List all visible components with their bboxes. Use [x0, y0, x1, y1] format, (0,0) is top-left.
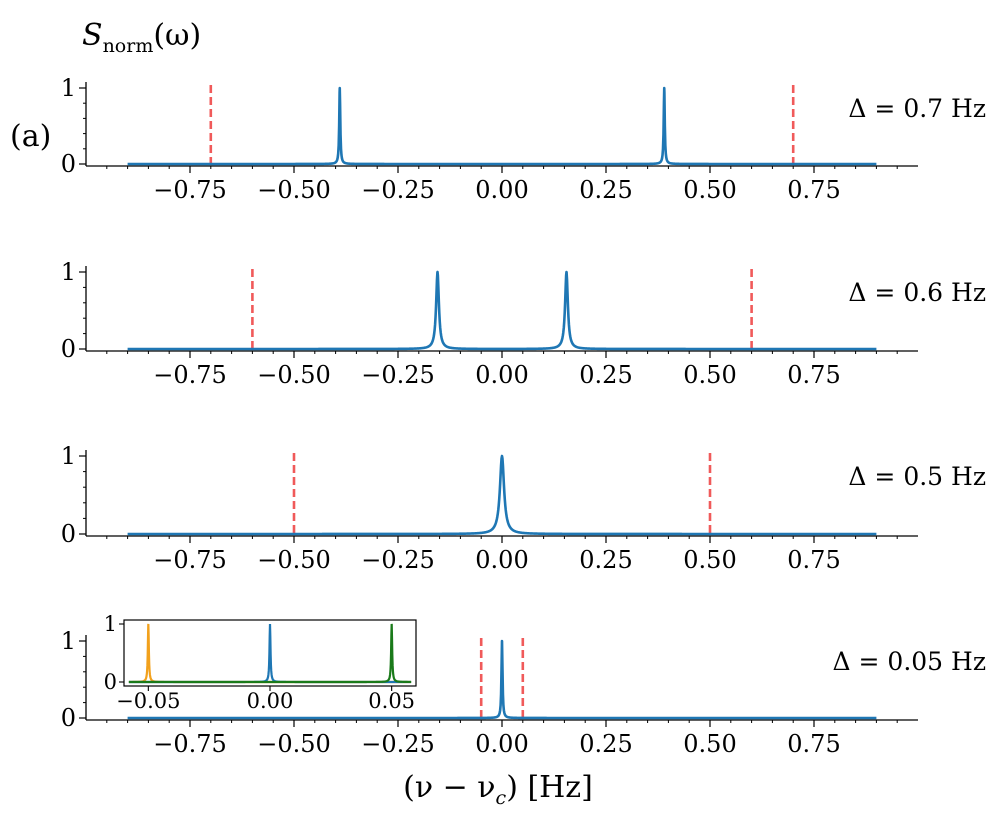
y-axis-label: Snorm(ω)	[82, 18, 201, 57]
inset-x-tick-label: 0.05	[368, 689, 415, 713]
inset-plot: −0.05 0.00 0.05 0 1	[104, 612, 417, 713]
inset-x-tick-label: −0.05	[116, 689, 180, 713]
x-tick-label: −0.25	[361, 546, 435, 574]
x-tick-label: 0.75	[787, 361, 840, 389]
x-axis-label-tail: ) [Hz]	[506, 770, 593, 805]
x-tick-label: 0.25	[579, 176, 632, 204]
delta-label: Δ = 0.05 Hz	[833, 647, 986, 676]
y-axis-label-main: S	[82, 18, 103, 53]
x-tick-label: −0.75	[153, 176, 227, 204]
x-tick-label: 0.00	[475, 176, 528, 204]
y-axis-label-arg: (ω)	[153, 18, 201, 53]
x-tick-label: 0.00	[475, 546, 528, 574]
subplot-1: −0.75 −0.50 −0.25 0.00 0.25 0.50 0.75 0 1 Δ = 0.7…	[61, 74, 986, 204]
y-tick-label: 0	[61, 520, 76, 548]
x-tick-label: 0.25	[579, 546, 632, 574]
inset-y-tick-label: 1	[104, 612, 117, 636]
spectrum-line	[126, 639, 878, 720]
x-tick-label: −0.50	[257, 730, 331, 758]
y-tick-label: 1	[61, 442, 76, 470]
x-tick-label: −0.75	[153, 546, 227, 574]
inset-series-right	[128, 623, 412, 684]
x-tick-label: −0.25	[361, 361, 435, 389]
x-tick-label: 0.50	[683, 361, 736, 389]
x-tick-label: 0.00	[475, 361, 528, 389]
x-tick-label: 0.50	[683, 730, 736, 758]
x-tick-label: −0.75	[153, 361, 227, 389]
subplot-4: −0.75 −0.50 −0.25 0.00 0.25 0.50 0.75 0 1 Δ = 0.0…	[61, 612, 986, 758]
panel-label: (a)	[10, 119, 51, 154]
x-tick-label: 0.75	[787, 546, 840, 574]
subplots: −0.75 −0.50 −0.25 0.00 0.25 0.50 0.75 0 1 Δ = 0.7…	[61, 74, 986, 758]
delta-label: Δ = 0.5 Hz	[848, 462, 986, 491]
y-tick-label: 1	[61, 627, 76, 655]
y-tick-label: 1	[61, 258, 76, 286]
x-tick-label: 0.75	[787, 176, 840, 204]
subplot-3: −0.75 −0.50 −0.25 0.00 0.25 0.50 0.75 0 1 Δ = 0.5…	[61, 442, 986, 574]
spectrum-line	[126, 270, 878, 351]
x-tick-label: 0.25	[579, 730, 632, 758]
x-tick-label: 0.50	[683, 176, 736, 204]
delta-label: Δ = 0.6 Hz	[848, 278, 986, 307]
y-tick-label: 1	[61, 74, 76, 102]
x-tick-label: −0.50	[257, 361, 331, 389]
x-tick-label: 0.50	[683, 546, 736, 574]
x-tick-label: −0.75	[153, 730, 227, 758]
inset-y-tick-label: 0	[104, 670, 117, 694]
y-tick-label: 0	[61, 335, 76, 363]
spectrum-line	[126, 454, 878, 536]
x-tick-label: 0.25	[579, 361, 632, 389]
x-axis-label: (ν − νc) [Hz]	[403, 770, 593, 809]
inset-x-tick-label: 0.00	[247, 689, 294, 713]
x-tick-label: −0.50	[257, 546, 331, 574]
x-tick-label: −0.25	[361, 176, 435, 204]
x-tick-label: 0.75	[787, 730, 840, 758]
y-axis-label-sub: norm	[103, 35, 154, 57]
x-tick-label: 0.00	[475, 730, 528, 758]
subplot-2: −0.75 −0.50 −0.25 0.00 0.25 0.50 0.75 0 1 Δ = 0.6…	[61, 258, 986, 389]
delta-label: Δ = 0.7 Hz	[848, 94, 986, 123]
x-tick-label: −0.25	[361, 730, 435, 758]
x-axis-label-sub: c	[496, 787, 507, 809]
y-tick-label: 0	[61, 150, 76, 178]
spectrum-line	[126, 86, 878, 166]
x-tick-label: −0.50	[257, 176, 331, 204]
x-axis-label-main: (ν − ν	[403, 770, 495, 805]
y-tick-label: 0	[61, 704, 76, 732]
